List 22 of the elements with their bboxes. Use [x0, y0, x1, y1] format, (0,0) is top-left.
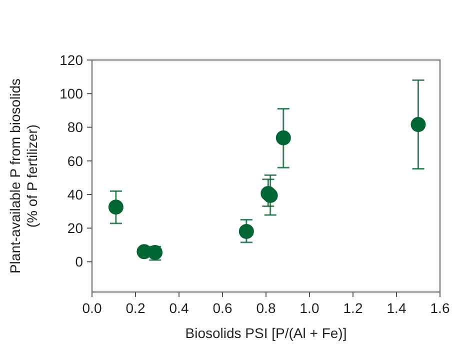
- y-axis-title: Plant-available P from biosolids (% of P fertilizer): [7, 78, 40, 274]
- x-tick-label: 0.8: [256, 300, 276, 316]
- x-tick-label: 0.6: [212, 300, 232, 316]
- y-tick-label: 80: [67, 119, 84, 136]
- y-tick-label: 60: [67, 152, 84, 169]
- point: [108, 200, 124, 215]
- x-tick-label: 1.4: [386, 300, 406, 316]
- point: [410, 117, 426, 132]
- x-tick-label: 0.0: [82, 300, 102, 316]
- x-tick-label: 0.4: [169, 300, 189, 316]
- x-tick-label: 1.2: [343, 300, 363, 316]
- y-tick-label: 120: [60, 52, 84, 68]
- point: [238, 224, 254, 239]
- y-tick-label: 20: [67, 220, 84, 236]
- x-tick-label: 1.0: [300, 300, 320, 316]
- x-tick-label: 0.2: [126, 300, 146, 316]
- x-axis-title: Biosolids PSI [P/(Al + Fe)]: [185, 325, 347, 341]
- point: [276, 130, 291, 146]
- y-tick-label: 0: [75, 254, 84, 270]
- x-tick-label: 1.6: [430, 300, 450, 316]
- y-tick-label: 100: [60, 86, 84, 102]
- y-tick-label: 40: [67, 186, 84, 202]
